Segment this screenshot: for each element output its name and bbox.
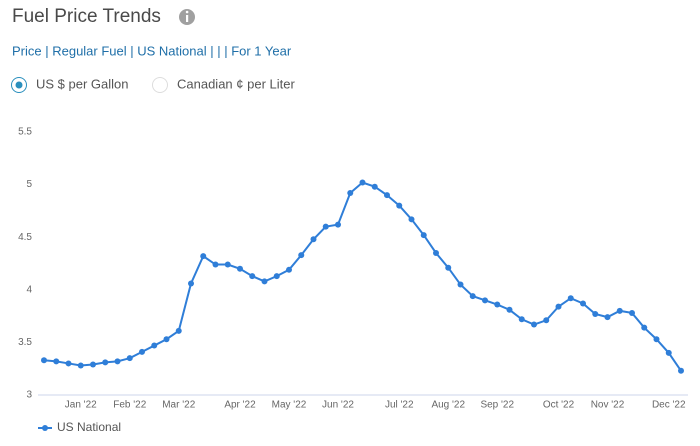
y-tick-label: 4.5: [18, 232, 32, 243]
data-point: [41, 357, 47, 364]
y-tick-label: 5.5: [18, 127, 32, 138]
radio-dot: [15, 81, 23, 89]
y-tick-label: 4: [26, 284, 32, 295]
x-tick-label: May '22: [272, 400, 307, 411]
radio-label[interactable]: Canadian ¢ per Liter: [177, 76, 295, 91]
y-tick-label: 5: [26, 179, 32, 190]
data-point: [457, 281, 464, 288]
data-point: [506, 306, 513, 313]
data-point: [653, 336, 660, 343]
data-point: [531, 321, 537, 328]
info-icon[interactable]: [179, 9, 195, 25]
data-point: [592, 310, 599, 317]
data-point: [408, 216, 415, 223]
data-point: [200, 253, 207, 260]
x-tick-label: Mar '22: [162, 400, 195, 411]
data-point: [286, 266, 292, 273]
x-tick-label: Aug '22: [431, 400, 465, 411]
x-tick-label: Dec '22: [652, 400, 686, 411]
data-point: [604, 314, 611, 321]
data-point: [347, 190, 354, 197]
data-point: [580, 300, 586, 307]
x-tick-label: Jul '22: [385, 400, 414, 411]
data-point: [53, 358, 60, 365]
data-point: [494, 301, 501, 308]
data-point: [249, 273, 256, 280]
data-point: [445, 264, 452, 271]
data-point: [224, 261, 231, 268]
data-point: [65, 360, 72, 367]
data-point: [384, 192, 390, 199]
data-point: [678, 367, 684, 374]
data-point: [188, 280, 194, 287]
data-point: [433, 249, 439, 256]
data-point: [273, 273, 280, 280]
data-point: [151, 342, 158, 349]
data-point: [114, 358, 121, 365]
data-point: [555, 303, 562, 310]
data-point: [396, 202, 403, 209]
data-point: [518, 316, 525, 323]
series-line: [43, 181, 682, 372]
data-point: [77, 362, 84, 369]
data-point: [126, 355, 133, 362]
data-point: [90, 361, 96, 368]
data-point: [629, 309, 635, 316]
legend-marker: [42, 425, 48, 431]
data-point: [298, 252, 305, 259]
data-point: [310, 236, 317, 243]
x-tick-label: Oct '22: [543, 400, 575, 411]
data-point: [261, 278, 268, 285]
data-point: [237, 265, 243, 272]
data-point: [335, 221, 341, 228]
data-point: [469, 293, 476, 300]
data-point: [482, 297, 488, 304]
radio-button[interactable]: [152, 77, 168, 93]
page-title: Fuel Price Trends: [12, 6, 161, 27]
data-point: [641, 324, 648, 331]
data-point: [322, 223, 329, 230]
x-tick-label: Apr '22: [224, 400, 256, 411]
x-tick-label: Feb '22: [113, 400, 146, 411]
data-point: [616, 307, 623, 314]
data-point: [420, 232, 427, 239]
radio-label[interactable]: US $ per Gallon: [36, 76, 129, 91]
data-point: [139, 348, 145, 355]
subtitle: Price | Regular Fuel | US National | | |…: [12, 43, 292, 58]
data-point: [163, 336, 170, 343]
data-point: [212, 261, 219, 268]
x-tick-label: Nov '22: [591, 400, 625, 411]
data-point: [665, 349, 672, 356]
x-tick-label: Jan '22: [65, 400, 97, 411]
data-point: [359, 179, 366, 186]
data-point: [371, 183, 378, 190]
data-point: [567, 295, 574, 302]
y-tick-label: 3.5: [18, 337, 32, 348]
x-tick-label: Sep '22: [480, 400, 514, 411]
data-point: [102, 359, 109, 366]
y-tick-label: 3: [26, 390, 32, 401]
x-tick-label: Jun '22: [322, 400, 354, 411]
data-point: [543, 317, 550, 324]
data-point: [175, 327, 182, 334]
legend-label[interactable]: US National: [57, 420, 121, 434]
